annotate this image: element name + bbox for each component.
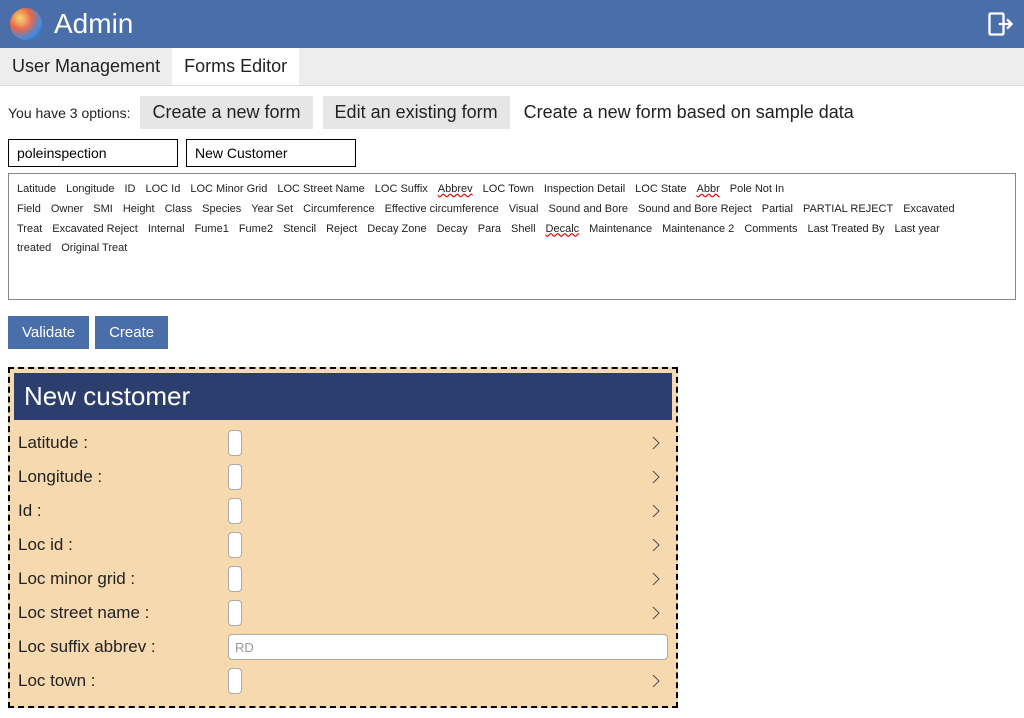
field-tag: Owner [51,203,83,215]
form-select[interactable] [228,566,242,592]
form-select-wrap [228,498,668,524]
form-name-input[interactable] [8,139,178,167]
field-tag: Reject [326,223,357,235]
field-tag: Height [123,203,155,215]
field-tag: Visual [509,203,539,215]
field-tag: Longitude [66,183,114,195]
form-text-input[interactable] [228,634,668,660]
field-tag: Decalc [546,223,580,235]
form-select-wrap [228,600,668,626]
field-tag: LOC Suffix [375,183,428,195]
field-tag: Comments [744,223,797,235]
form-select[interactable] [228,464,242,490]
form-row: Loc town : [18,668,668,694]
field-tag: Species [202,203,241,215]
field-tag: LOC Minor Grid [190,183,267,195]
field-tag: Decay Zone [367,223,426,235]
field-tag: Inspection Detail [544,183,625,195]
field-tag: LOC Town [483,183,534,195]
field-tag: Abbrev [438,183,473,195]
field-tag: Para [478,223,501,235]
form-select-wrap [228,532,668,558]
field-tag: Decay [437,223,468,235]
field-tag: LOC State [635,183,686,195]
form-row: Loc id : [18,532,668,558]
content-area: You have 3 options: Create a new form Ed… [0,86,1024,718]
field-tag: Circumference [303,203,375,215]
field-tag: PARTIAL REJECT [803,203,893,215]
field-tag: Fume2 [239,223,273,235]
field-tag: Latitude [17,183,56,195]
form-row: Loc street name : [18,600,668,626]
logout-icon[interactable] [986,10,1014,38]
create-new-form-button[interactable]: Create a new form [140,96,312,129]
field-tag: Year Set [251,203,293,215]
form-field-label: Id : [18,501,228,521]
form-field-label: Loc suffix abbrev : [18,637,228,657]
form-field-label: Loc town : [18,671,228,691]
field-tag: Abbr [697,183,720,195]
options-row: You have 3 options: Create a new form Ed… [8,96,1016,129]
field-tag: Maintenance 2 [662,223,734,235]
form-select[interactable] [228,668,242,694]
page-title: Admin [54,8,133,40]
form-field-label: Loc minor grid : [18,569,228,589]
field-tag: Partial [762,203,793,215]
form-select[interactable] [228,498,242,524]
validate-button[interactable]: Validate [8,316,89,349]
field-tag: Sound and Bore [548,203,628,215]
field-tag: Class [165,203,193,215]
form-row: Loc minor grid : [18,566,668,592]
field-tag: Original Treat [61,242,127,254]
form-select-wrap [228,464,668,490]
form-preview-body: Latitude : Longitude : Id : Loc id : Loc min… [14,430,672,694]
form-select[interactable] [228,600,242,626]
option-based-on-sample: Create a new form based on sample data [520,96,858,129]
inputs-row [8,139,1016,167]
field-tag: LOC Street Name [277,183,364,195]
form-field-label: Longitude : [18,467,228,487]
edit-existing-form-button[interactable]: Edit an existing form [323,96,510,129]
field-tag: Internal [148,223,185,235]
form-row: Id : [18,498,668,524]
form-title-input[interactable] [186,139,356,167]
create-button[interactable]: Create [95,316,168,349]
options-label: You have 3 options: [8,105,130,121]
tab-user-management[interactable]: User Management [0,48,172,85]
field-tag: LOC Id [145,183,180,195]
field-tag: SMI [93,203,113,215]
field-tag: Fume1 [195,223,229,235]
field-tag: Excavated Reject [52,223,138,235]
field-tag: Sound and Bore Reject [638,203,752,215]
form-field-label: Loc street name : [18,603,228,623]
header-left: Admin [10,8,133,40]
fields-textarea[interactable]: Latitude Longitude ID LOC Id LOC Minor Grid L… [8,173,1016,300]
tab-forms-editor[interactable]: Forms Editor [172,48,299,85]
form-preview-title: New customer [14,373,672,420]
form-row: Latitude : [18,430,668,456]
form-select[interactable] [228,430,242,456]
form-field-label: Latitude : [18,433,228,453]
field-tag: Shell [511,223,535,235]
app-header: Admin [0,0,1024,48]
field-tag: ID [124,183,135,195]
field-tag: Last Treated By [808,223,885,235]
form-select-wrap [228,566,668,592]
field-tag: Effective circumference [385,203,499,215]
form-row: Loc suffix abbrev : [18,634,668,660]
app-logo-icon [10,8,42,40]
form-select-wrap [228,668,668,694]
field-tag: Maintenance [589,223,652,235]
form-field-label: Loc id : [18,535,228,555]
form-select-wrap [228,430,668,456]
tabs-bar: User Management Forms Editor [0,48,1024,86]
field-tag: Stencil [283,223,316,235]
form-select[interactable] [228,532,242,558]
form-preview: New customer Latitude : Longitude : Id : Lo… [8,367,678,708]
action-buttons: Validate Create [8,316,1016,349]
form-row: Longitude : [18,464,668,490]
